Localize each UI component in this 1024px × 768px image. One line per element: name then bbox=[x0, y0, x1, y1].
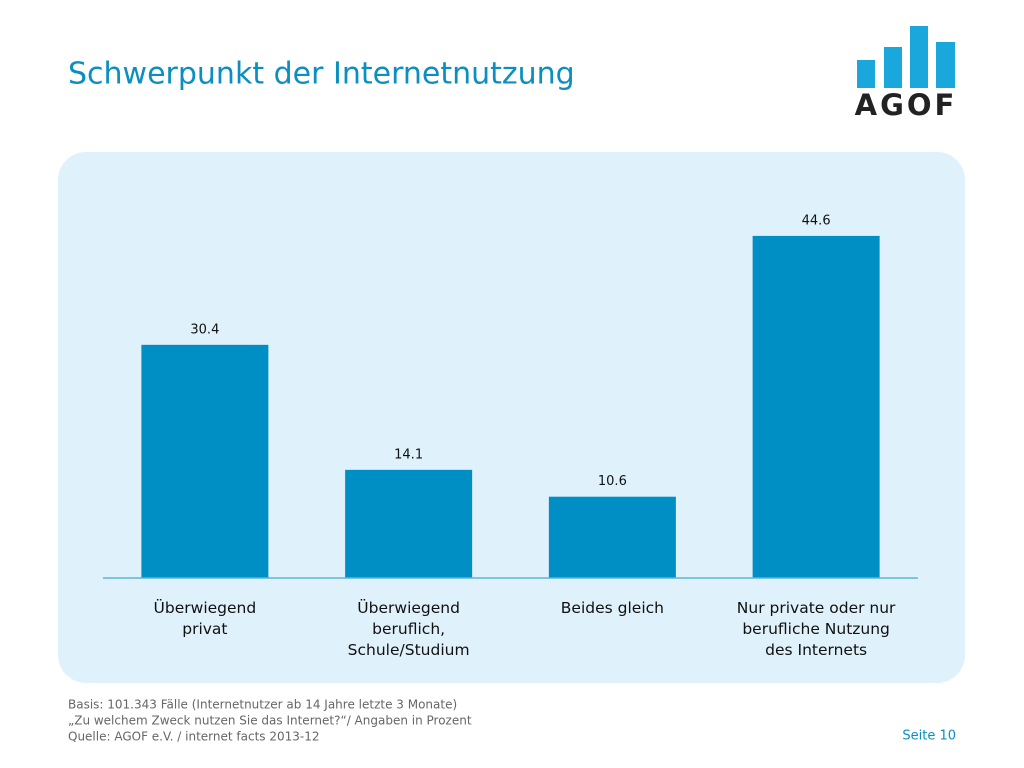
logo-bar bbox=[910, 26, 928, 88]
logo-text: AGOF bbox=[855, 88, 958, 122]
footnote: Basis: 101.343 Fälle (Internetnutzer ab … bbox=[68, 698, 457, 712]
x-tick-label: Überwiegend privat bbox=[153, 599, 257, 638]
data-label: 30.4 bbox=[190, 322, 219, 337]
x-tick-label: Nur private oder nur berufliche Nutzung … bbox=[736, 599, 896, 659]
logo: AGOF bbox=[855, 26, 958, 122]
x-tick-label: Überwiegend beruflich, Schule/Studium bbox=[347, 599, 470, 659]
x-tick-label: Beides gleich bbox=[560, 599, 664, 617]
panel bbox=[58, 152, 965, 683]
bar bbox=[548, 496, 676, 578]
logo-bar bbox=[857, 60, 875, 88]
footnote: „Zu welchem Zweck nutzen Sie das Interne… bbox=[68, 714, 472, 728]
logo-bar bbox=[884, 47, 902, 88]
bar bbox=[141, 344, 269, 578]
data-label: 14.1 bbox=[394, 447, 423, 462]
logo-bar bbox=[936, 42, 955, 88]
title: Schwerpunkt der Internetnutzung bbox=[68, 57, 575, 92]
page-number: Seite 10 bbox=[902, 729, 956, 744]
data-label: 44.6 bbox=[802, 213, 831, 228]
footnote: Quelle: AGOF e.V. / internet facts 2013-… bbox=[68, 730, 320, 744]
data-label: 10.6 bbox=[598, 474, 627, 489]
bar bbox=[752, 235, 880, 578]
bar bbox=[345, 469, 473, 578]
